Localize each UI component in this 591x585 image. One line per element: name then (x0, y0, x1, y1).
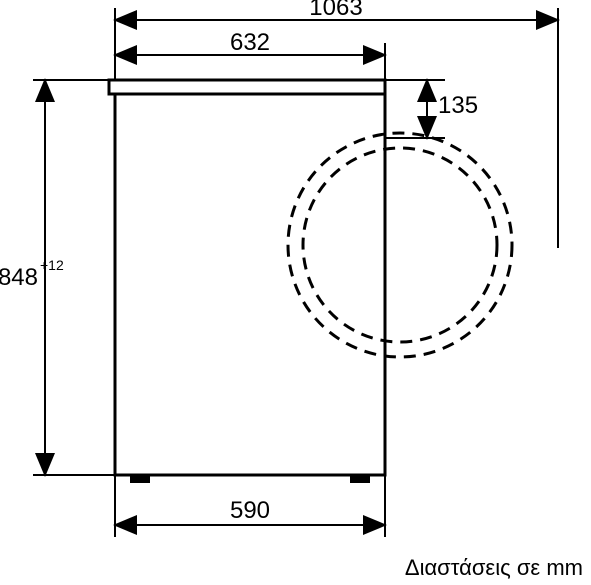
dim-base-width: 590 (115, 475, 385, 537)
foot-left (130, 475, 150, 483)
dim-door-offset: 135 (385, 80, 478, 138)
appliance-body (109, 80, 512, 483)
dim-overall-width-value: 1063 (309, 0, 362, 21)
dim-door-offset-value: 135 (438, 92, 478, 119)
dim-base-width-value: 590 (230, 497, 270, 524)
dim-height-value: 848 (0, 264, 38, 291)
foot-right (350, 475, 370, 483)
door-arc-outer (288, 133, 512, 357)
body-cabinet (115, 94, 385, 475)
dim-depth-value: 632 (230, 29, 270, 56)
dim-height-tolerance: +12 (40, 257, 64, 273)
units-caption: Διαστάσεις σε mm (405, 555, 583, 580)
door-arc-inner (303, 148, 497, 342)
dimension-drawing: 1063 632 135 848 +12 590 Διαστάσεις σε m… (0, 0, 591, 585)
dim-overall-width: 1063 (115, 0, 558, 248)
body-top (109, 80, 385, 94)
dim-height: 848 +12 (0, 80, 115, 475)
dim-depth: 632 (115, 29, 385, 80)
